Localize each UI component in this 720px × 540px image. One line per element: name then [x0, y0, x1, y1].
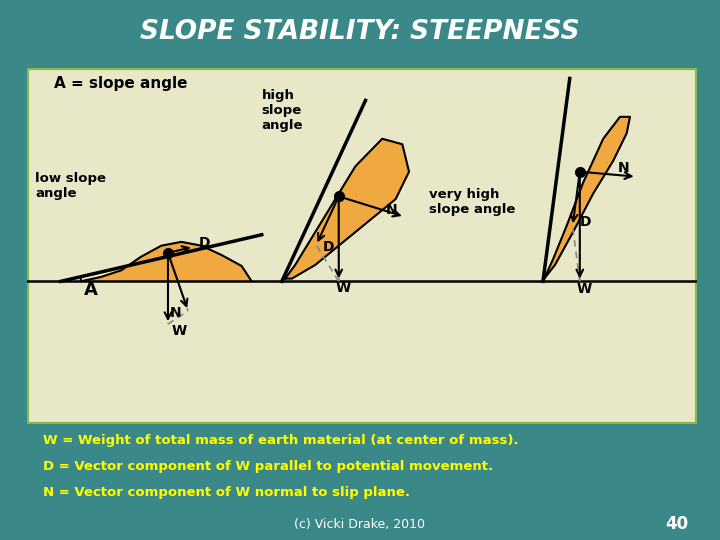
Text: D: D [580, 215, 591, 229]
Text: (c) Vicki Drake, 2010: (c) Vicki Drake, 2010 [294, 518, 426, 531]
Polygon shape [285, 139, 409, 279]
Text: low slope
angle: low slope angle [35, 172, 107, 200]
Text: W: W [336, 281, 351, 295]
Text: A: A [84, 281, 98, 299]
Text: very high
slope angle: very high slope angle [429, 188, 516, 216]
Text: W: W [577, 282, 592, 296]
Text: 40: 40 [665, 515, 688, 534]
Polygon shape [544, 117, 630, 279]
Text: D: D [199, 236, 211, 250]
Text: N: N [169, 306, 181, 320]
Text: N = Vector component of W normal to slip plane.: N = Vector component of W normal to slip… [43, 486, 410, 499]
Text: N: N [386, 203, 397, 217]
Text: D: D [323, 240, 334, 254]
Text: W = Weight of total mass of earth material (at center of mass).: W = Weight of total mass of earth materi… [43, 434, 519, 447]
Text: N: N [618, 161, 629, 176]
Text: SLOPE STABILITY: STEEPNESS: SLOPE STABILITY: STEEPNESS [140, 19, 580, 45]
Text: A = slope angle: A = slope angle [54, 76, 188, 91]
Text: D = Vector component of W parallel to potential movement.: D = Vector component of W parallel to po… [43, 460, 493, 473]
Text: W: W [171, 324, 186, 338]
Text: high
slope
angle: high slope angle [262, 90, 303, 132]
Polygon shape [81, 242, 252, 281]
